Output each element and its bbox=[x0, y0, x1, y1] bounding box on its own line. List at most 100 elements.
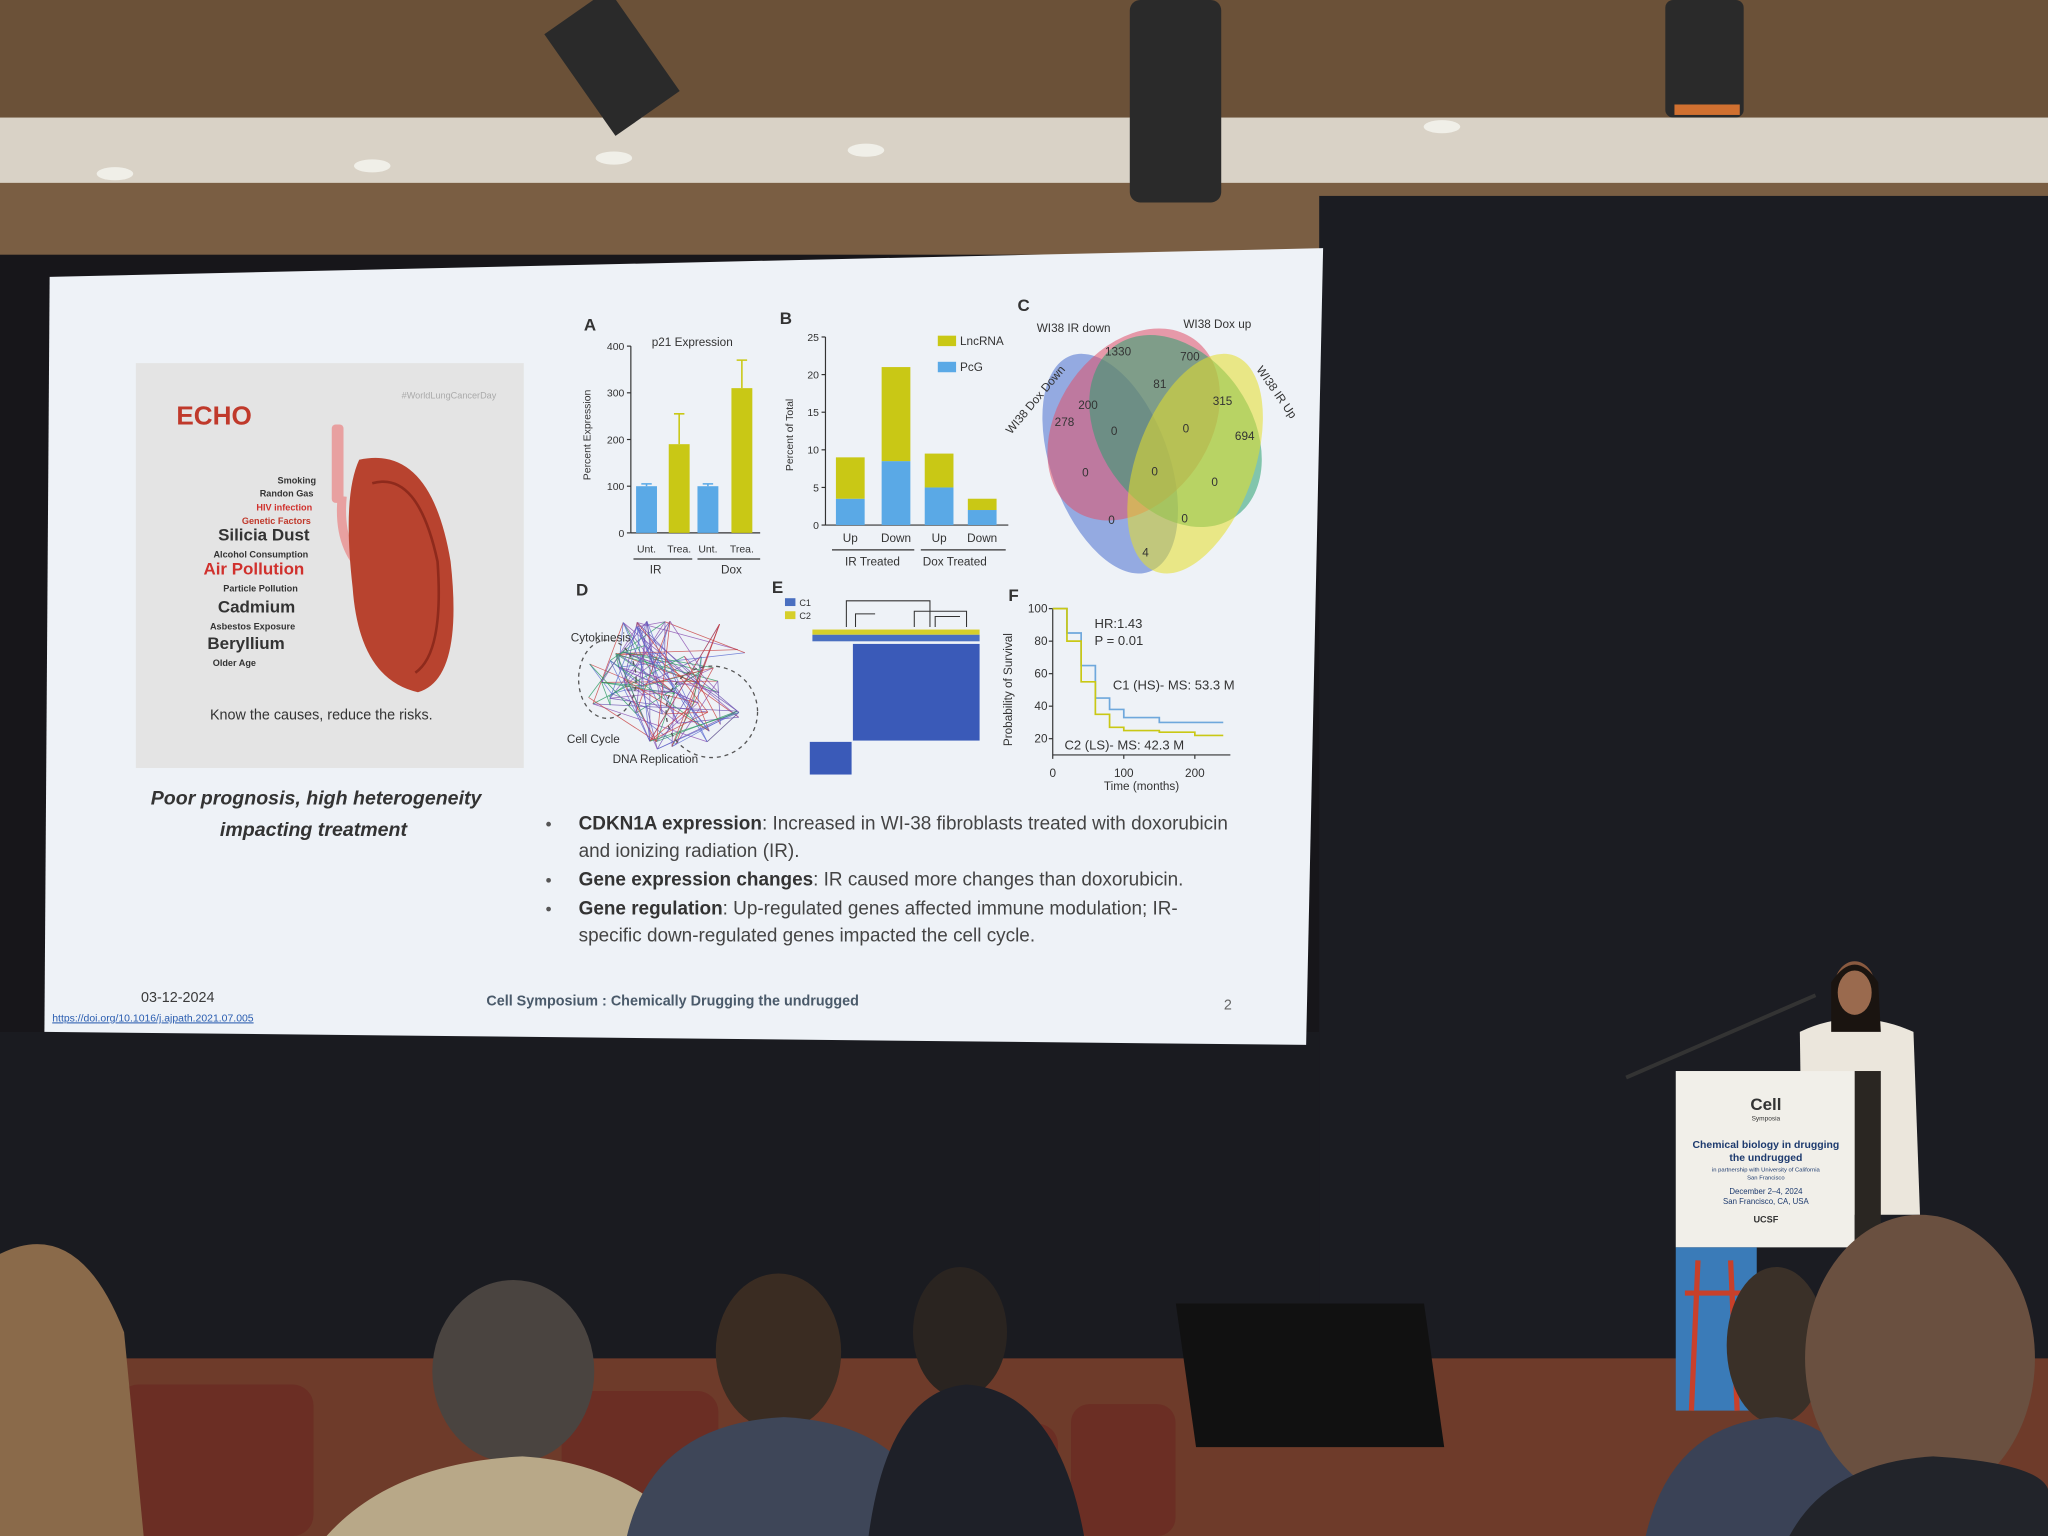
y-axis-label: Percent of Total bbox=[785, 399, 796, 471]
risk-factor: Smoking bbox=[278, 475, 317, 485]
network-edge bbox=[641, 645, 645, 686]
risk-factors: Smoking Randon Gas HIV infection Genetic Fa… bbox=[203, 475, 316, 668]
panel-label: A bbox=[584, 315, 596, 334]
network-edge bbox=[635, 712, 677, 745]
group-label: IR bbox=[650, 563, 662, 576]
y-tick-label: 200 bbox=[607, 435, 625, 446]
heatmap-block bbox=[809, 741, 852, 775]
network-edge bbox=[641, 667, 714, 687]
error-bar bbox=[736, 359, 748, 389]
group-label: IR Treated bbox=[845, 556, 900, 569]
annotation: C2 (LS)- MS: 42.3 M bbox=[1064, 738, 1184, 753]
panel-label: E bbox=[772, 578, 783, 597]
x-tick-label: Down bbox=[881, 532, 911, 545]
survival-curve bbox=[1052, 607, 1224, 724]
y-tick-label: 100 bbox=[1028, 603, 1048, 616]
network-edge bbox=[656, 621, 671, 742]
x-axis-label: Time (months) bbox=[1104, 780, 1179, 793]
network-edge bbox=[601, 682, 611, 706]
bullet-line: Gene regulation: Up-regulated genes affe… bbox=[579, 898, 1178, 919]
bullet-line: specific down-regulated genes impacted t… bbox=[579, 926, 1035, 947]
heatmap-block bbox=[852, 643, 980, 741]
bullet-text: : IR caused more changes than doxorubici… bbox=[813, 870, 1183, 891]
network-edge bbox=[671, 710, 738, 747]
network-edge bbox=[618, 667, 651, 742]
network-edge bbox=[649, 652, 665, 655]
bullet-line: and ionizing radiation (IR). bbox=[579, 841, 800, 862]
bar-segment bbox=[967, 498, 997, 511]
legend-swatch bbox=[784, 611, 796, 620]
legend-swatch bbox=[937, 361, 957, 373]
venn-count: 700 bbox=[1180, 350, 1200, 363]
network-edge bbox=[616, 654, 718, 682]
y-tick-label: 60 bbox=[1034, 668, 1048, 681]
legend-label: LncRNA bbox=[960, 335, 1004, 348]
legend-swatch bbox=[937, 335, 957, 347]
cluster-outline bbox=[665, 665, 759, 759]
group-label: Dox bbox=[721, 563, 742, 576]
risk-factor: Asbestos Exposure bbox=[210, 622, 295, 632]
hashtag: #WorldLungCancerDay bbox=[402, 390, 497, 400]
y-tick-label: 5 bbox=[813, 483, 819, 494]
risk-factor: Randon Gas bbox=[260, 488, 314, 498]
x-tick-label: 0 bbox=[1049, 767, 1056, 780]
network-edge bbox=[601, 626, 638, 683]
network-edge bbox=[664, 652, 678, 685]
network-edge bbox=[589, 663, 613, 694]
network-edge bbox=[622, 622, 654, 663]
network-term: DNA Replication bbox=[613, 753, 699, 766]
slide-date: 03-12-2024 bbox=[141, 990, 214, 1006]
panel-title: p21 Expression bbox=[652, 336, 733, 349]
network-edge bbox=[676, 683, 700, 685]
venn-count: 200 bbox=[1078, 399, 1098, 412]
tagline: Know the causes, reduce the risks. bbox=[210, 708, 433, 724]
bar-segment bbox=[881, 461, 911, 526]
podium-partner: San Francisco bbox=[1747, 1175, 1785, 1181]
x-tick-label: 100 bbox=[1114, 767, 1134, 780]
network-term: Cell Cycle bbox=[567, 733, 620, 746]
venn-set-label: WI38 IR down bbox=[1037, 322, 1111, 335]
doi-link[interactable]: https://doi.org/10.1016/j.ajpath.2021.07… bbox=[52, 1013, 254, 1024]
caption-line: impacting treatment bbox=[220, 819, 409, 841]
network-edge bbox=[675, 624, 720, 745]
y-tick-label: 20 bbox=[1034, 733, 1048, 746]
network-edge bbox=[652, 662, 710, 732]
podium-place: San Francisco, CA, USA bbox=[1723, 1197, 1809, 1206]
network-edge bbox=[601, 682, 642, 687]
bullet-term: Gene expression changes bbox=[579, 870, 814, 891]
risk-factor: Silicia Dust bbox=[218, 526, 310, 545]
venn-count: 1330 bbox=[1105, 345, 1132, 358]
venn-count: 0 bbox=[1082, 467, 1089, 480]
network-term: Cytokinesis bbox=[571, 631, 631, 644]
venn-count: 694 bbox=[1235, 430, 1255, 443]
audience bbox=[0, 1214, 2048, 1536]
panel-label: B bbox=[780, 309, 792, 328]
network-edge bbox=[592, 622, 624, 704]
network-edge bbox=[683, 656, 721, 725]
infographic-panel bbox=[135, 363, 524, 768]
group-label: Dox Treated bbox=[923, 556, 987, 569]
bar bbox=[697, 486, 719, 533]
network-edge bbox=[624, 652, 665, 686]
network-edge bbox=[671, 743, 677, 747]
legend-swatch bbox=[784, 598, 796, 607]
risk-factor: HIV infection bbox=[256, 503, 312, 513]
venn-count: 4 bbox=[1142, 546, 1149, 559]
podium-title: the undrugged bbox=[1729, 1153, 1802, 1164]
network-edge bbox=[636, 626, 651, 742]
bar-segment bbox=[924, 453, 954, 488]
annotation: C1 (HS)- MS: 53.3 M bbox=[1113, 678, 1235, 693]
ceiling-lights bbox=[96, 0, 1744, 203]
venn-count: 278 bbox=[1055, 416, 1075, 429]
y-tick-label: 80 bbox=[1034, 635, 1048, 648]
curtain-lower bbox=[0, 1031, 1320, 1398]
x-tick-label: Up bbox=[843, 532, 858, 545]
survival-curve bbox=[1052, 607, 1224, 737]
heatmap-strip bbox=[812, 629, 980, 635]
y-tick-label: 10 bbox=[807, 446, 819, 457]
bullet-text: : Increased in WI-38 fibroblasts treated… bbox=[762, 813, 1228, 834]
network-edge bbox=[646, 621, 654, 676]
network-edge bbox=[616, 654, 644, 718]
venn-count: 0 bbox=[1151, 465, 1158, 478]
